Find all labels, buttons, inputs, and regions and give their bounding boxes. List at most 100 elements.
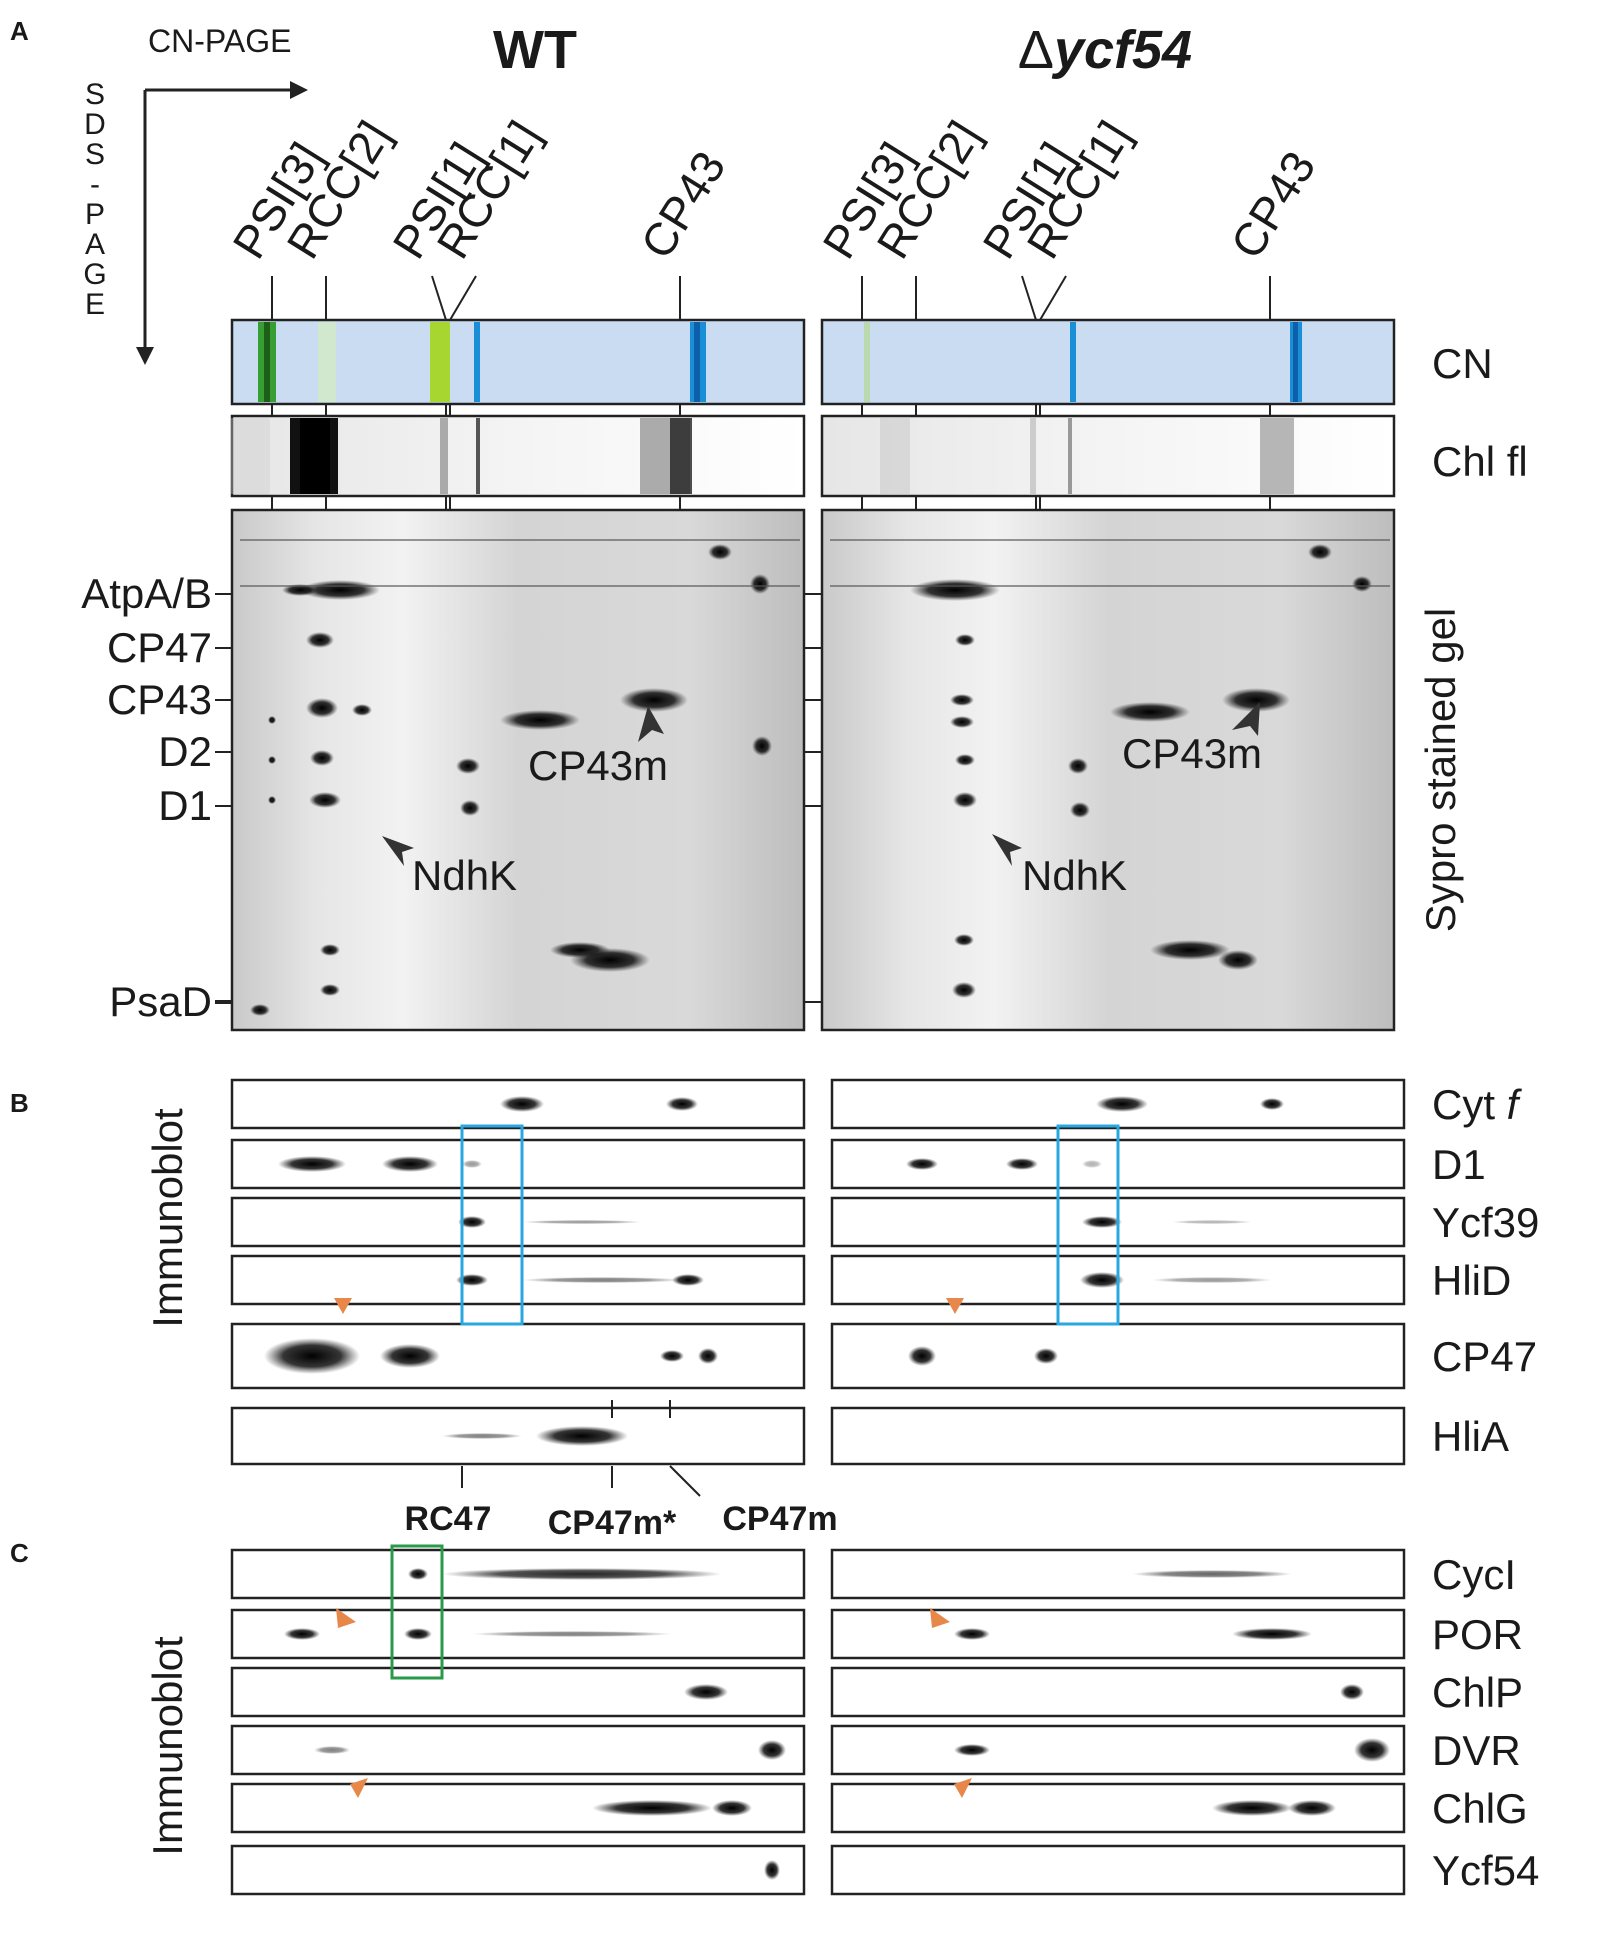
gel-markers: AtpA/B CP47 CP43 D2 D1 PsaD <box>81 570 822 1025</box>
complex-tick <box>449 275 477 321</box>
cp43m-arrowhead-mut <box>1232 702 1260 736</box>
gel-spot <box>954 934 974 946</box>
axis-arrows: CN-PAGE S D S -P A G E <box>83 23 308 365</box>
cn-page-label: CN-PAGE <box>148 23 291 59</box>
gel-spot <box>570 948 650 972</box>
gel-marker-label: CP43 <box>107 676 212 723</box>
sds-page-label: S D S -P A G E <box>83 78 106 321</box>
gel-spots <box>240 539 1390 1016</box>
highlight-box-mut <box>1056 1124 1120 1326</box>
gel-spot <box>352 704 372 716</box>
cp43m-label-wt: CP43m <box>528 742 668 789</box>
orange-arrowhead-hlid-mut <box>946 1298 964 1314</box>
blot-b-mut <box>830 1406 1406 1466</box>
gel-marker-label: D2 <box>158 728 212 775</box>
orange-arrowhead-dvr-wt <box>350 1778 368 1798</box>
gel-spot <box>320 984 340 996</box>
gel-spot <box>309 792 341 808</box>
gel-spot <box>306 698 338 718</box>
gel-spot <box>1070 802 1090 818</box>
blot-c-wt <box>230 1844 806 1896</box>
orange-arrowhead-por-wt <box>336 1608 356 1628</box>
panel-label-a: A <box>10 16 29 46</box>
blot-label: Ycf39 <box>1432 1199 1539 1246</box>
blot-b-wt <box>230 1196 806 1248</box>
mutant-title: Δycf54 <box>1018 20 1192 80</box>
chl-strip-mut <box>820 414 1396 498</box>
complex-tick <box>431 275 447 321</box>
blot-c-wt <box>230 1548 806 1600</box>
gel-marker-label: D1 <box>158 782 212 829</box>
ndhk-label-wt: NdhK <box>412 852 517 899</box>
gel-spot <box>310 750 334 766</box>
orange-arrowhead-por-mut <box>930 1608 950 1628</box>
orange-arrowhead-dvr-mut <box>954 1778 972 1798</box>
gel-spot <box>910 579 1000 601</box>
orange-arrowheads <box>334 1298 972 1798</box>
chl-strip-wt <box>230 414 806 498</box>
complex-label: CP43 <box>1220 142 1325 267</box>
gel-spot <box>950 716 974 728</box>
blot-c-mut <box>830 1608 1406 1660</box>
blot-c-wt <box>230 1782 806 1834</box>
blot-b-wt <box>230 1254 806 1306</box>
blot-label: DVR <box>1432 1727 1521 1774</box>
gel-spot <box>708 544 732 560</box>
chl-fl-label: Chl fl <box>1432 438 1528 485</box>
blot-label: ChlG <box>1432 1785 1528 1832</box>
gel-spot <box>320 944 340 956</box>
gel-spot <box>955 634 975 646</box>
blot-c-mut <box>830 1782 1406 1834</box>
immunoblot-label-b: Immunoblot <box>144 1108 191 1328</box>
gel-marker-label: PsaD <box>109 978 212 1025</box>
blot-c-mut <box>830 1844 1406 1896</box>
gel-spot <box>1068 758 1088 774</box>
gel-spot <box>950 694 974 706</box>
cp47m-label: CP47m <box>722 1500 837 1538</box>
ndhk-label-mut: NdhK <box>1022 852 1127 899</box>
blot-label: HliA <box>1432 1413 1509 1460</box>
gel-spot <box>250 1004 270 1016</box>
blot-c-wt <box>230 1608 806 1660</box>
highlight-box-wt <box>460 1124 524 1326</box>
blot-label: CP47 <box>1432 1333 1537 1380</box>
wt-title: WT <box>493 20 577 80</box>
blot-c-wt <box>230 1724 806 1776</box>
gel-spot <box>750 574 770 594</box>
cp43m-label-mut: CP43m <box>1122 730 1262 777</box>
gel-spot <box>1110 702 1190 722</box>
immunoblots: Cyt f D1 Ycf39 HliD CP47 HliA CycI POR ChlP DVR Ch… <box>230 1078 1539 1896</box>
blot-label: HliD <box>1432 1257 1511 1304</box>
cn-strip-mut <box>820 318 1396 406</box>
blot-b-wt <box>230 1138 806 1190</box>
blot-b-mut <box>830 1322 1406 1390</box>
blot-label: ChlP <box>1432 1669 1523 1716</box>
orange-arrowhead-hlid-wt <box>334 1298 352 1314</box>
blot-label: CycI <box>1432 1551 1516 1598</box>
gel-spot <box>268 796 276 804</box>
complex-tick <box>1039 275 1067 321</box>
cp47m-star-label: CP47m* <box>548 1504 677 1542</box>
cp43m-arrowhead-wt <box>638 706 664 742</box>
sypro-gel-mut <box>820 508 1396 1032</box>
blot-b-wt <box>230 1322 806 1390</box>
blot-c-mut <box>830 1548 1406 1600</box>
panel-label-b: B <box>10 1088 29 1118</box>
gel-spot <box>1308 544 1332 560</box>
ndhk-arrowhead-mut <box>992 834 1022 866</box>
b-complex-labels: RC47 CP47m* CP47m <box>405 1400 838 1542</box>
cn-strip-wt <box>230 318 806 406</box>
blot-label: Ycf54 <box>1432 1847 1539 1894</box>
blot-c-mut <box>830 1724 1406 1776</box>
gel-spot <box>953 792 977 808</box>
gel-spot <box>1218 950 1258 970</box>
gel-spot <box>456 758 480 774</box>
panel-label-c: C <box>10 1538 29 1568</box>
gel-spot <box>752 736 772 756</box>
blot-b-mut <box>830 1078 1406 1130</box>
blot-b-wt <box>230 1406 806 1466</box>
gel-spot <box>1150 940 1230 960</box>
gel-spot <box>1222 688 1290 712</box>
gel-annotations: CP43m CP43m NdhK NdhK <box>382 702 1262 899</box>
gel-spot <box>955 754 975 766</box>
